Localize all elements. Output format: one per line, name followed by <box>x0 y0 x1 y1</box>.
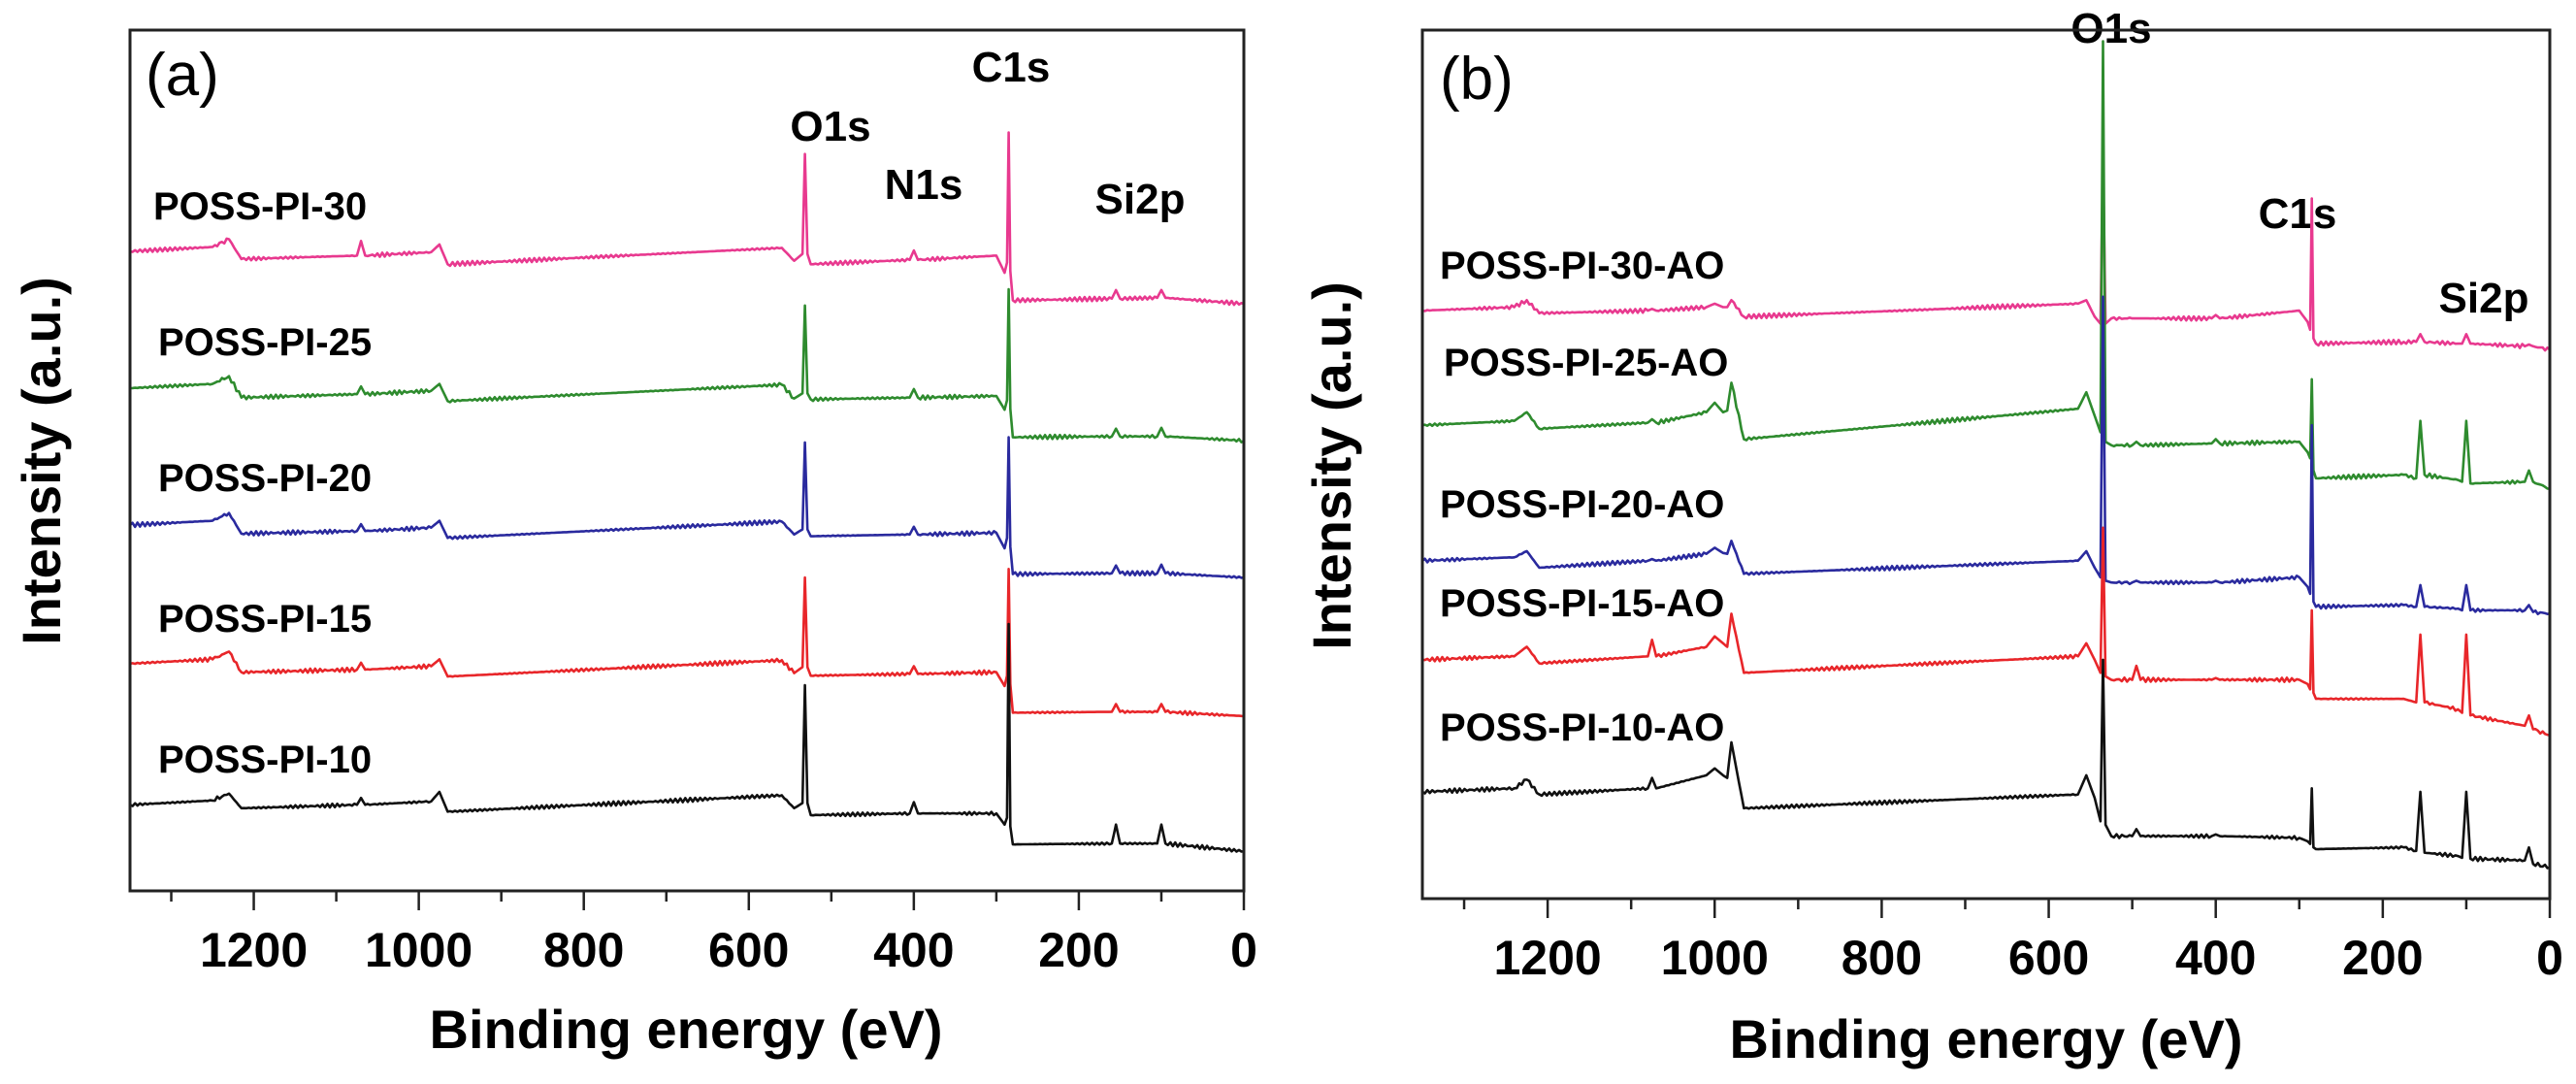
series-line-poss-pi-25-ao <box>1421 40 2551 490</box>
x-tick-label: 600 <box>708 923 789 977</box>
x-tick-label: 200 <box>1038 923 1119 977</box>
series-label-poss-pi-15: POSS-PI-15 <box>158 598 372 641</box>
series-line-poss-pi-15 <box>129 567 1245 718</box>
peak-label-o1s: O1s <box>790 103 870 150</box>
series-label-poss-pi-15-ao: POSS-PI-15-AO <box>1440 582 1724 625</box>
peak-label-si2p: Si2p <box>1095 176 1186 223</box>
panel-b-letter: (b) <box>1440 46 1514 113</box>
series-label-poss-pi-20: POSS-PI-20 <box>158 457 372 500</box>
panel-b-x-axis-title: Binding energy (eV) <box>1730 1008 2243 1069</box>
x-tick-label: 1000 <box>1661 931 1769 985</box>
x-tick-label: 0 <box>2536 931 2563 985</box>
panel-b-plot: 1200 1000 800 600 400 200 0 <box>1420 28 2563 985</box>
x-tick-label: 1200 <box>1493 931 1601 985</box>
series-label-poss-pi-25-ao: POSS-PI-25-AO <box>1444 342 1728 384</box>
panel-a-x-axis-title: Binding energy (eV) <box>430 999 943 1060</box>
series-line-poss-pi-10-ao <box>1421 658 2551 870</box>
peak-label-si2p-b: Si2p <box>2439 275 2529 322</box>
x-tick-label: 1000 <box>365 923 473 977</box>
panel-b: (b) Binding energy (eV) Intensity (a.u.)… <box>1301 5 2528 1069</box>
x-tick-label: 400 <box>2175 931 2256 985</box>
peak-label-n1s: N1s <box>885 161 963 209</box>
series-line-poss-pi-10 <box>129 622 1245 853</box>
panel-a-letter: (a) <box>146 42 219 109</box>
series-line-poss-pi-30-ao <box>1421 155 2551 352</box>
series-line-poss-pi-15-ao <box>1421 526 2551 737</box>
panel-a-plot: 1200 1000 800 600 400 200 0 <box>128 28 1257 977</box>
x-tick-label: 1200 <box>200 923 308 977</box>
series-line-poss-pi-30 <box>129 131 1245 307</box>
series-line-poss-pi-20 <box>129 436 1245 579</box>
panel-a-y-axis-title: Intensity (a.u.) <box>11 277 72 645</box>
series-label-poss-pi-25: POSS-PI-25 <box>158 321 372 364</box>
plot-frame <box>128 28 1246 893</box>
series-label-poss-pi-20-ao: POSS-PI-20-AO <box>1440 483 1724 526</box>
series-line-poss-pi-20-ao <box>1421 295 2551 616</box>
peak-label-c1s: C1s <box>972 44 1051 91</box>
x-tick-label: 0 <box>1230 923 1257 977</box>
series-label-poss-pi-10: POSS-PI-10 <box>158 739 372 781</box>
series-label-poss-pi-30-ao: POSS-PI-30-AO <box>1440 245 1724 287</box>
x-tick-label: 200 <box>2342 931 2423 985</box>
x-tick-label: 600 <box>2008 931 2089 985</box>
series-label-poss-pi-30: POSS-PI-30 <box>153 185 367 228</box>
x-tick-label: 800 <box>543 923 624 977</box>
series-label-poss-pi-10-ao: POSS-PI-10-AO <box>1440 706 1724 749</box>
panel-b-y-axis-title: Intensity (a.u.) <box>1301 281 1362 650</box>
panel-a: (a) Binding energy (eV) Intensity (a.u.)… <box>11 42 1185 1060</box>
peak-label-c1s-b: C1s <box>2259 190 2337 238</box>
x-tick-label: 800 <box>1842 931 1922 985</box>
plot-frame <box>1420 28 2552 901</box>
x-tick-label: 400 <box>873 923 954 977</box>
series-line-poss-pi-25 <box>129 287 1245 444</box>
